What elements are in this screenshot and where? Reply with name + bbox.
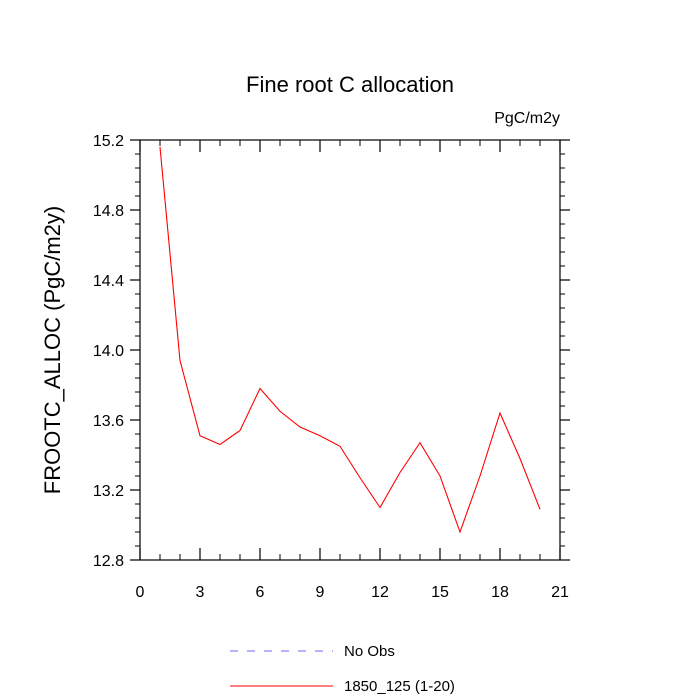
axis-tick-labels: 0 3 6 9 12 15 18 21 12.8 13.2 13.6 14.0 14.4 14.8 15.2 (93, 133, 569, 601)
plot-frame (139, 139, 561, 561)
units-label: PgC/m2y (494, 110, 560, 127)
x-tick-label: 18 (491, 584, 509, 601)
x-tick-label: 3 (196, 584, 205, 601)
series-group (159, 146, 541, 534)
y-tick-label: 13.6 (93, 413, 124, 430)
legend-label: 1850_125 (1-20) (344, 678, 455, 695)
x-tick-label: 21 (551, 584, 569, 601)
x-tick-label: 6 (256, 584, 265, 601)
y-tick-label: 14.8 (93, 203, 124, 220)
chart-title: Fine root C allocation (246, 72, 454, 97)
series-line (159, 146, 541, 534)
x-tick-label: 9 (316, 584, 325, 601)
y-tick-label: 12.8 (93, 553, 124, 570)
y-tick-label: 14.0 (93, 343, 124, 360)
legend: No Obs 1850_125 (1-20) (230, 643, 455, 695)
x-tick-label: 15 (431, 584, 449, 601)
y-tick-label: 13.2 (93, 483, 124, 500)
y-tick-label: 15.2 (93, 133, 124, 150)
y-axis-label: FROOTC_ALLOC (PgC/m2y) (40, 206, 65, 495)
x-tick-label: 12 (371, 584, 389, 601)
x-tick-label: 0 (136, 584, 145, 601)
legend-label: No Obs (344, 643, 395, 660)
axis-ticks (130, 139, 570, 561)
y-tick-label: 14.4 (93, 273, 124, 290)
